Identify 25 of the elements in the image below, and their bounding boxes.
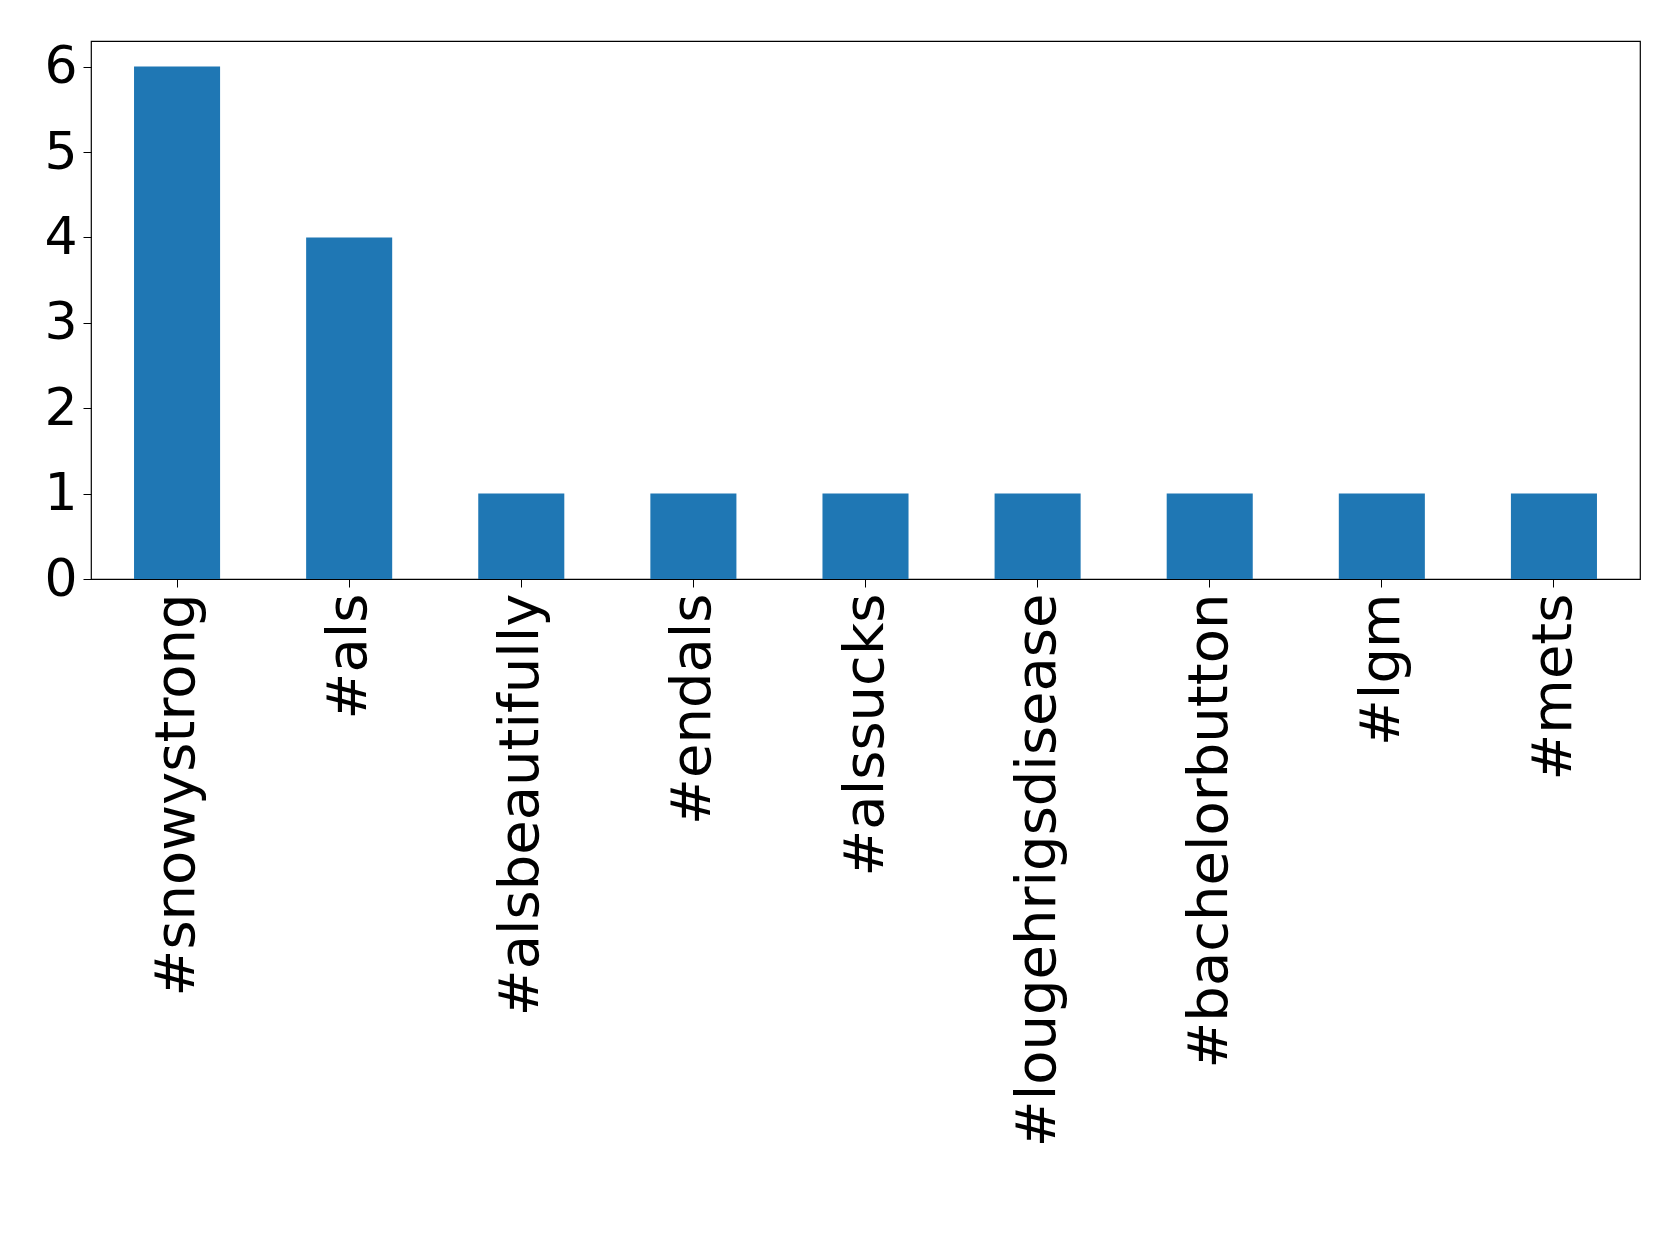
x-tick-label: #endals bbox=[658, 593, 724, 825]
x-tick-label: #lgm bbox=[1346, 593, 1412, 747]
bar bbox=[1510, 493, 1597, 579]
x-tick-label: #snowystrong bbox=[142, 593, 208, 997]
y-tick-label: 2 bbox=[44, 376, 78, 437]
y-tick-label: 0 bbox=[44, 547, 78, 608]
y-tick-label: 3 bbox=[44, 291, 78, 352]
bar bbox=[1338, 493, 1425, 579]
y-tick-label: 6 bbox=[44, 35, 78, 96]
bar bbox=[134, 66, 221, 579]
y-tick-label: 5 bbox=[44, 120, 78, 181]
y-tick-label: 4 bbox=[44, 205, 78, 266]
x-tick-label: #bachelorbutton bbox=[1174, 593, 1240, 1069]
x-tick-label: #alsbeautifully bbox=[486, 593, 552, 1017]
x-tick-label: #mets bbox=[1518, 593, 1584, 781]
bar bbox=[306, 237, 393, 579]
bar bbox=[650, 493, 737, 579]
x-tick-label: #als bbox=[314, 593, 380, 720]
bar bbox=[822, 493, 909, 579]
bar bbox=[478, 493, 565, 579]
x-tick-label: #lougehrigsdisease bbox=[1002, 593, 1068, 1148]
y-tick-label: 1 bbox=[44, 462, 78, 523]
bar bbox=[1166, 493, 1253, 579]
x-tick-label: #alssucks bbox=[830, 593, 896, 877]
bar bbox=[994, 493, 1081, 579]
